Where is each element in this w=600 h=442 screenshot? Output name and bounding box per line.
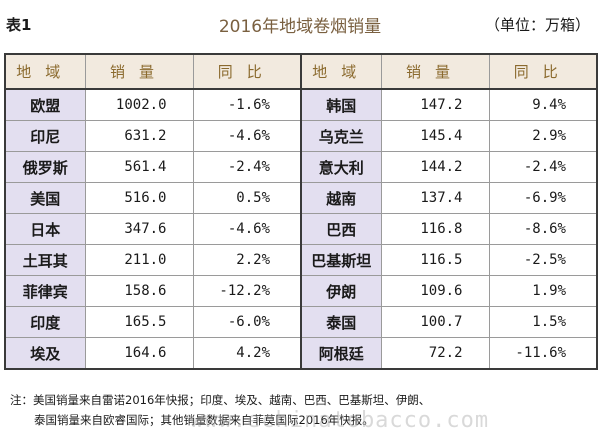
footnote-line: 注：美国销量来自雷诺2016年快报；印度、埃及、越南、巴西、巴基斯坦、伊朗、 <box>10 393 431 407</box>
table-row: 印度 165.5 -6.0% 泰国 100.7 1.5% <box>4 306 598 338</box>
table-title: 2016年地域卷烟销量 <box>218 17 382 37</box>
sales-cell: 1002.0 <box>84 88 194 121</box>
change-cell: -6.0% <box>192 306 302 338</box>
sales-cell: 137.4 <box>380 182 490 214</box>
region-cell: 俄罗斯 <box>4 151 86 183</box>
region-cell: 埃及 <box>4 337 86 370</box>
header-region: 地域 <box>300 53 382 90</box>
region-cell: 印度 <box>4 306 86 338</box>
table-row: 埃及 164.6 4.2% 阿根廷 72.2 -11.6% <box>4 337 598 370</box>
region-cell: 印尼 <box>4 120 86 152</box>
change-cell: -1.6% <box>192 88 302 121</box>
table-row: 欧盟 1002.0 -1.6% 韩国 147.2 9.4% <box>4 88 598 121</box>
sales-table: 地域 销量 同比 地域 销量 同比 欧盟 1002.0 -1.6% 韩国 147.2 9.… <box>4 53 598 370</box>
sales-cell: 72.2 <box>380 337 490 370</box>
sales-cell: 211.0 <box>84 244 194 276</box>
table-header-row: 地域 销量 同比 地域 销量 同比 <box>4 53 598 90</box>
region-cell: 巴西 <box>300 213 382 245</box>
sales-cell: 631.2 <box>84 120 194 152</box>
region-cell: 巴基斯坦 <box>300 244 382 276</box>
sales-cell: 164.6 <box>84 337 194 370</box>
unit-label: （单位：万箱） <box>484 16 590 34</box>
footnote: 注：美国销量来自雷诺2016年快报；印度、埃及、越南、巴西、巴基斯坦、伊朗、 泰… <box>10 390 590 430</box>
change-cell: 2.9% <box>488 120 598 152</box>
table-row: 菲律宾 158.6 -12.2% 伊朗 109.6 1.9% <box>4 275 598 307</box>
sales-cell: 109.6 <box>380 275 490 307</box>
change-cell: 9.4% <box>488 88 598 121</box>
header-change: 同比 <box>192 53 302 90</box>
footnote-line: 泰国销量来自欧睿国际；其他销量数据来自菲莫国际2016年快报。 <box>34 413 374 427</box>
region-cell: 日本 <box>4 213 86 245</box>
sales-cell: 147.2 <box>380 88 490 121</box>
header-sales: 销量 <box>84 53 194 90</box>
sales-cell: 516.0 <box>84 182 194 214</box>
change-cell: -4.6% <box>192 120 302 152</box>
region-cell: 伊朗 <box>300 275 382 307</box>
table-row: 土耳其 211.0 2.2% 巴基斯坦 116.5 -2.5% <box>4 244 598 276</box>
sales-cell: 165.5 <box>84 306 194 338</box>
change-cell: -8.6% <box>488 213 598 245</box>
region-cell: 乌克兰 <box>300 120 382 152</box>
region-cell: 菲律宾 <box>4 275 86 307</box>
change-cell: -6.9% <box>488 182 598 214</box>
region-cell: 泰国 <box>300 306 382 338</box>
change-cell: 1.9% <box>488 275 598 307</box>
change-cell: -11.6% <box>488 337 598 370</box>
table-label: 表1 <box>6 16 32 34</box>
change-cell: -2.4% <box>488 151 598 183</box>
watermark: www.echinatobacco.com <box>190 408 490 433</box>
change-cell: 0.5% <box>192 182 302 214</box>
region-cell: 越南 <box>300 182 382 214</box>
region-cell: 韩国 <box>300 88 382 121</box>
sales-cell: 145.4 <box>380 120 490 152</box>
change-cell: -2.5% <box>488 244 598 276</box>
region-cell: 美国 <box>4 182 86 214</box>
sales-cell: 144.2 <box>380 151 490 183</box>
sales-cell: 116.5 <box>380 244 490 276</box>
sales-cell: 561.4 <box>84 151 194 183</box>
change-cell: -12.2% <box>192 275 302 307</box>
region-cell: 意大利 <box>300 151 382 183</box>
header-region: 地域 <box>4 53 86 90</box>
change-cell: -2.4% <box>192 151 302 183</box>
sales-cell: 100.7 <box>380 306 490 338</box>
sales-cell: 347.6 <box>84 213 194 245</box>
table-row: 日本 347.6 -4.6% 巴西 116.8 -8.6% <box>4 213 598 245</box>
sales-cell: 116.8 <box>380 213 490 245</box>
change-cell: 1.5% <box>488 306 598 338</box>
table-row: 印尼 631.2 -4.6% 乌克兰 145.4 2.9% <box>4 120 598 152</box>
region-cell: 欧盟 <box>4 88 86 121</box>
region-cell: 阿根廷 <box>300 337 382 370</box>
header-sales: 销量 <box>380 53 490 90</box>
header-change: 同比 <box>488 53 598 90</box>
change-cell: 4.2% <box>192 337 302 370</box>
sales-cell: 158.6 <box>84 275 194 307</box>
table-row: 美国 516.0 0.5% 越南 137.4 -6.9% <box>4 182 598 214</box>
table-row: 俄罗斯 561.4 -2.4% 意大利 144.2 -2.4% <box>4 151 598 183</box>
change-cell: -4.6% <box>192 213 302 245</box>
change-cell: 2.2% <box>192 244 302 276</box>
region-cell: 土耳其 <box>4 244 86 276</box>
